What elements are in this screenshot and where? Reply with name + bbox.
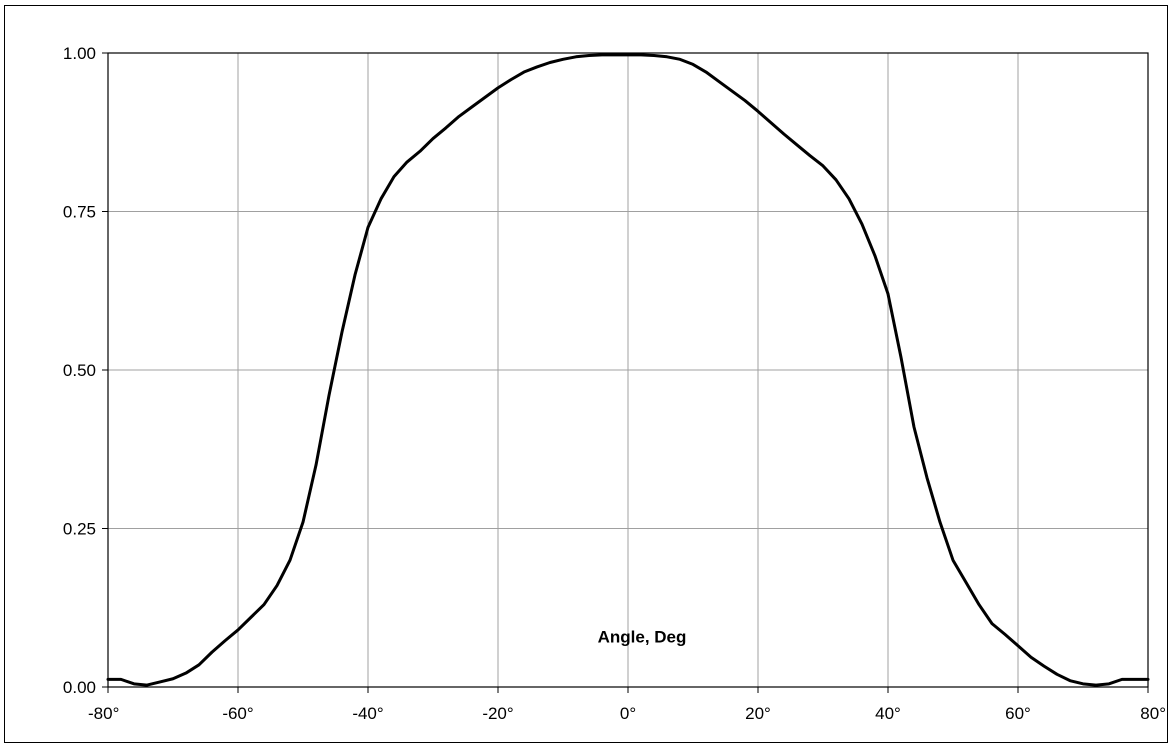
x-tick-label: -80°	[88, 704, 119, 723]
x-tick-label: 20°	[745, 704, 771, 723]
series-line	[106, 53, 1150, 687]
y-tick-label: 0.50	[63, 361, 96, 380]
x-tick-label: 0°	[620, 704, 636, 723]
y-tick-label: 0.75	[63, 203, 96, 222]
y-tick-label: 0.00	[63, 678, 96, 697]
x-tick-label: -40°	[352, 704, 383, 723]
chart-svg: 0.00 0.25 0.50 0.75 1.00 -80° -60° -40° -20° 0° 2…	[63, 44, 1166, 723]
x-tick-label: 80°	[1140, 704, 1166, 723]
x-axis-ticks: -80° -60° -40° -20° 0° 20° 40° 60° 80°	[88, 687, 1166, 723]
x-tick-label: 40°	[875, 704, 901, 723]
grid-lines	[107, 52, 1149, 688]
x-axis-label: Angle, Deg	[598, 628, 687, 647]
y-tick-label: 1.00	[63, 44, 96, 63]
x-tick-label: 60°	[1005, 704, 1031, 723]
y-tick-label: 0.25	[63, 520, 96, 539]
x-tick-label: -60°	[222, 704, 253, 723]
chart-frame: 0.00 0.25 0.50 0.75 1.00 -80° -60° -40° -20° 0° 2…	[4, 5, 1168, 743]
y-axis-ticks: 0.00 0.25 0.50 0.75 1.00	[63, 44, 108, 697]
x-tick-label: -20°	[482, 704, 513, 723]
